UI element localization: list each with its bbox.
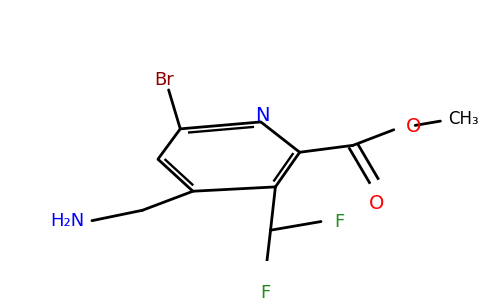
Text: F: F bbox=[260, 284, 271, 300]
Text: CH₃: CH₃ bbox=[448, 110, 479, 128]
Text: O: O bbox=[406, 117, 421, 136]
Text: Br: Br bbox=[154, 70, 174, 88]
Text: N: N bbox=[256, 106, 270, 124]
Text: O: O bbox=[369, 194, 384, 213]
Text: F: F bbox=[334, 212, 345, 230]
Text: H₂N: H₂N bbox=[50, 212, 84, 230]
